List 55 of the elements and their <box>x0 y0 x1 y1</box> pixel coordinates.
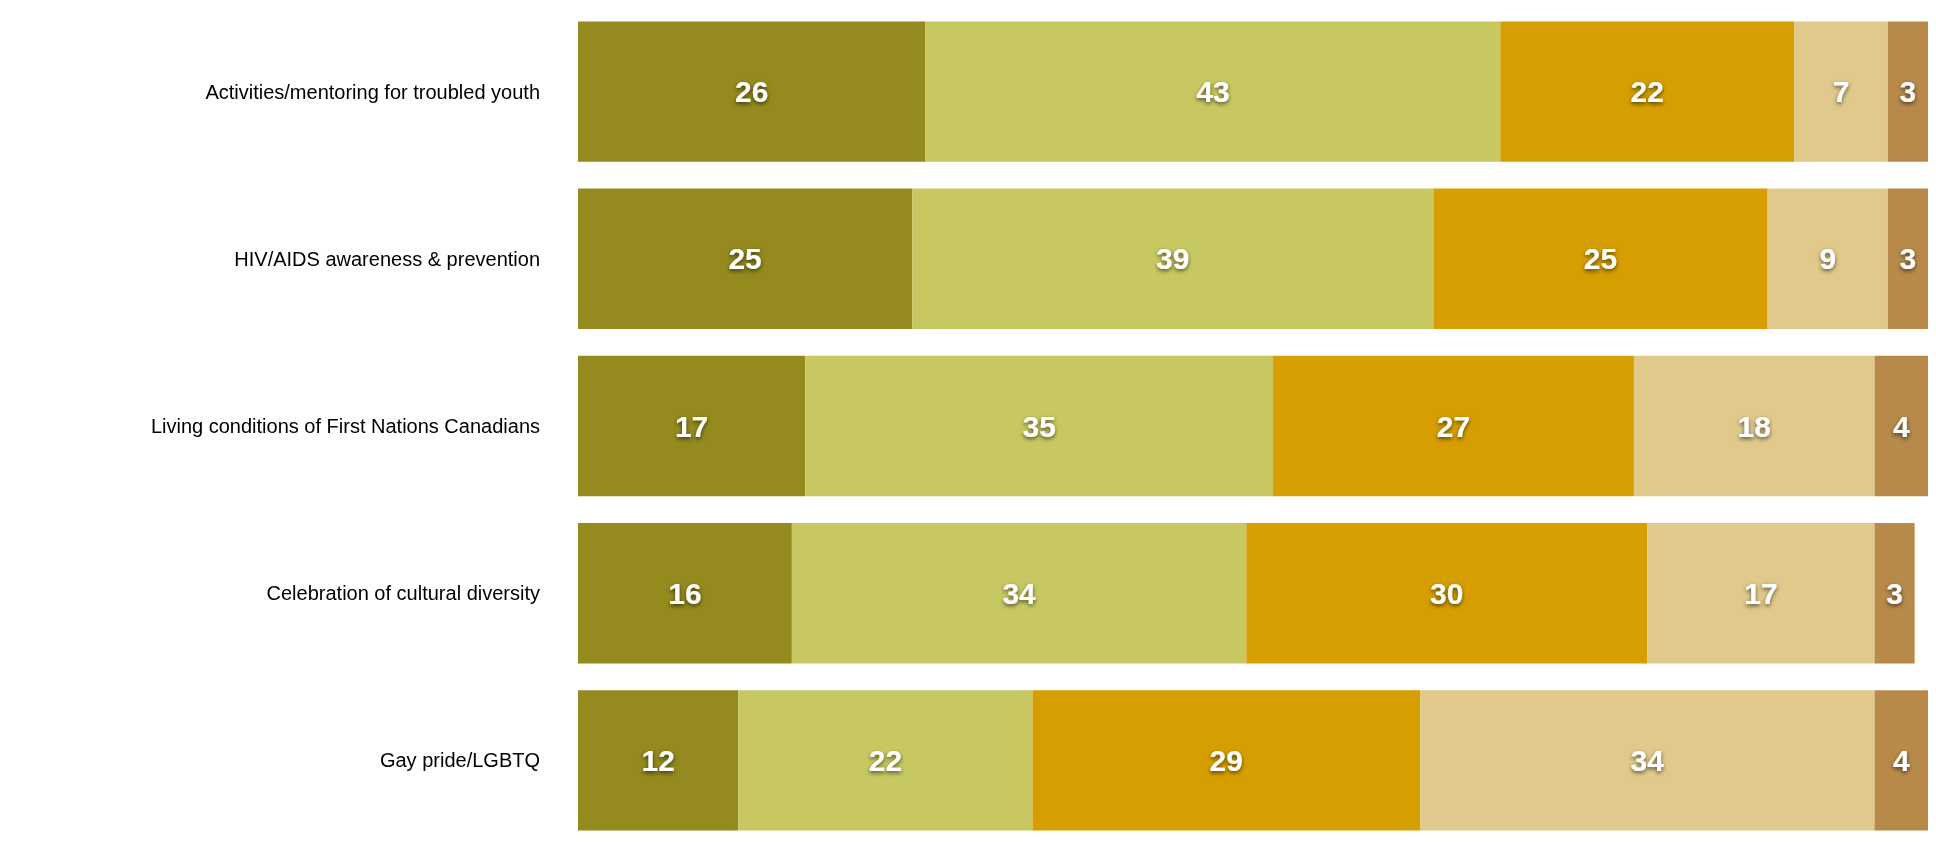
bar <box>738 690 1033 831</box>
bar <box>578 188 913 330</box>
data-label: 4 <box>1892 409 1910 443</box>
data-label: 22 <box>1630 75 1664 109</box>
bar <box>1767 188 1888 330</box>
bar <box>578 690 739 831</box>
bar <box>1273 355 1634 497</box>
data-label: 3 <box>1886 576 1903 610</box>
bar <box>1032 690 1421 831</box>
data-label: 25 <box>728 242 762 276</box>
bar <box>1647 522 1875 664</box>
y-tick-label: HIV/AIDS awareness & prevention <box>234 247 540 270</box>
data-label: 30 <box>1430 576 1464 610</box>
bar <box>1420 690 1875 831</box>
bar <box>1246 522 1648 664</box>
data-label: 18 <box>1737 409 1771 443</box>
data-label: 34 <box>1630 743 1665 777</box>
data-label: 22 <box>868 743 903 777</box>
bar <box>1874 355 1928 497</box>
data-label: 7 <box>1832 75 1850 109</box>
data-label: 12 <box>641 743 675 777</box>
data-label: 17 <box>674 409 709 443</box>
data-label: 39 <box>1156 242 1190 276</box>
data-label: 17 <box>1744 576 1778 610</box>
data-label: 34 <box>1002 576 1037 610</box>
bar <box>925 21 1501 162</box>
bar <box>578 21 926 162</box>
data-label: 29 <box>1209 743 1243 777</box>
bar <box>1887 21 1928 162</box>
y-tick-label: Gay pride/LGBTQ <box>379 749 540 772</box>
bar <box>912 188 1434 330</box>
bar <box>578 522 792 664</box>
bar <box>1887 188 1928 330</box>
data-label: 16 <box>668 576 702 610</box>
data-label: 26 <box>735 75 769 109</box>
bar <box>805 355 1274 497</box>
data-label: 3 <box>1899 75 1917 109</box>
bar <box>791 522 1247 664</box>
data-label: 9 <box>1819 242 1837 276</box>
data-label: 3 <box>1899 242 1917 276</box>
data-label: 35 <box>1022 409 1056 443</box>
data-label: 25 <box>1583 242 1618 276</box>
bar <box>1794 21 1888 162</box>
bar <box>1500 21 1795 162</box>
data-label: 43 <box>1196 75 1230 109</box>
bar <box>1874 690 1928 831</box>
y-tick-label: Activities/mentoring for troubled youth <box>205 80 540 103</box>
data-label: 4 <box>1892 743 1910 777</box>
bar <box>1874 522 1915 664</box>
y-tick-label: Celebration of cultural diversity <box>266 582 540 605</box>
data-label: 27 <box>1436 409 1471 443</box>
bar <box>1433 188 1768 330</box>
bar <box>578 355 806 497</box>
y-tick-label: Living conditions of First Nations Canadians <box>150 415 540 437</box>
bar <box>1633 355 1875 497</box>
